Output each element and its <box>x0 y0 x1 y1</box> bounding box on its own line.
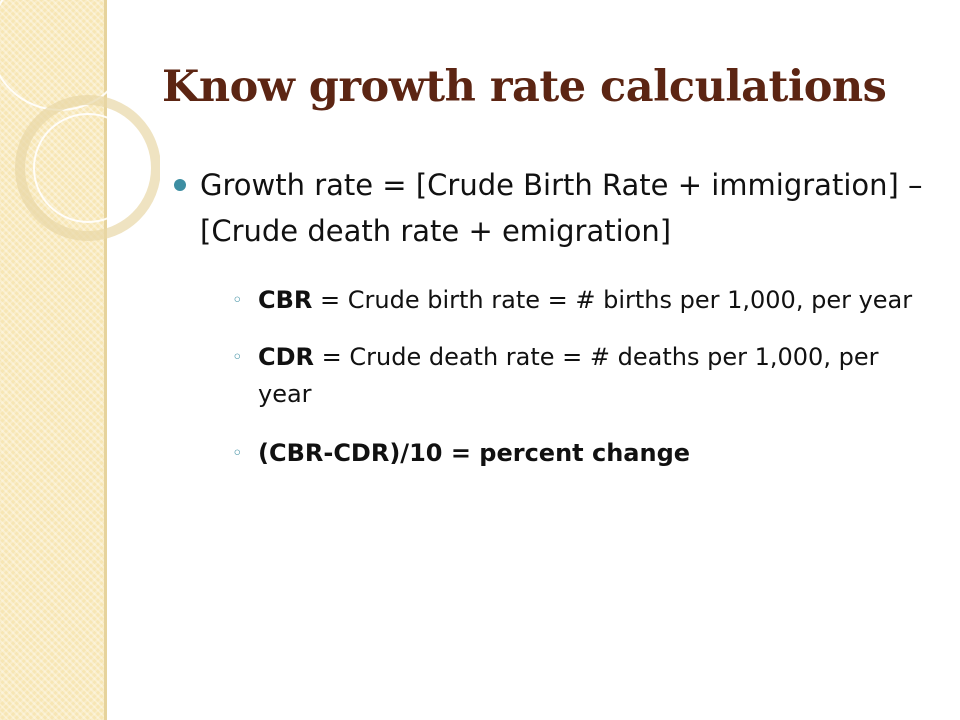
bullet-dot-icon <box>174 179 186 191</box>
sub-bullet-text: = Crude death rate = # deaths per 1,000,… <box>258 343 879 408</box>
slide-content: Growth rate = [Crude Birth Rate + immigr… <box>170 162 930 472</box>
main-bullet-point: Growth rate = [Crude Birth Rate + immigr… <box>170 162 930 254</box>
decorative-circles <box>0 0 160 241</box>
sub-bullet-percent-change: ◦ (CBR-CDR)/10 = percent change <box>228 435 930 472</box>
decorative-sidebar <box>0 0 104 720</box>
sub-bullet-term: (CBR-CDR)/10 = percent change <box>258 439 691 467</box>
sub-bullet-text: = Crude birth rate = # births per 1,000,… <box>312 286 913 314</box>
sub-bullet-cdr: ◦ CDR = Crude death rate = # deaths per … <box>228 339 930 413</box>
slide-title: Know growth rate calculations <box>162 62 887 112</box>
sub-bullet-ring-icon: ◦ <box>232 290 243 311</box>
sidebar-edge-line <box>104 0 107 720</box>
sub-bullet-term: CDR <box>258 343 315 371</box>
sub-bullet-cbr: ◦ CBR = Crude birth rate = # births per … <box>228 282 930 319</box>
sub-bullet-term: CBR <box>258 286 313 314</box>
sub-bullet-ring-icon: ◦ <box>232 347 243 368</box>
main-bullet-text: Growth rate = [Crude Birth Rate + immigr… <box>200 168 923 248</box>
sub-bullet-ring-icon: ◦ <box>232 443 243 464</box>
